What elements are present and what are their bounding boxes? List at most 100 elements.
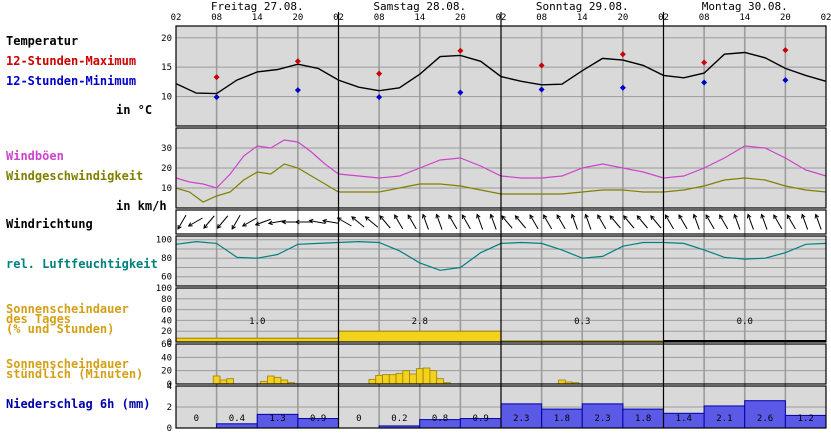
wind-arrow-head: [476, 213, 481, 219]
sunshine-hourly-bar: [409, 373, 417, 385]
wind-arrow-shaft: [501, 215, 513, 229]
wind-arrow-shaft: [786, 214, 796, 230]
wind-arrow: [294, 219, 312, 225]
wind-arrow-head: [678, 214, 683, 220]
wind-arrow-head: [570, 213, 576, 219]
wind-arrow: [597, 214, 607, 230]
sunshine-hourly-label-1: Sonnenscheindauer: [6, 357, 129, 371]
wind-arrow-shaft: [351, 216, 365, 228]
wind-arrow-head: [177, 224, 182, 230]
wind-arrow: [364, 216, 379, 228]
max12-marker: [538, 62, 545, 69]
y-tick-label: 2: [167, 403, 172, 413]
max12-marker: [376, 70, 383, 77]
wind-arrow: [407, 214, 417, 230]
day-label: Freitag 27.08.: [211, 0, 304, 13]
wind-arrow-head: [664, 214, 670, 220]
wind-arrow: [231, 214, 241, 230]
sunshine-daily-label-1: Sonnenscheindauer: [6, 302, 129, 316]
wind-arrow: [177, 214, 187, 230]
min12-marker: [619, 84, 626, 91]
wind-arrow-shaft: [476, 214, 484, 230]
wind-speed-line: [175, 163, 827, 203]
wind-arrow-head: [801, 213, 806, 219]
y-tick-label: 10: [161, 93, 172, 103]
wind-arrow-shaft: [556, 214, 566, 230]
wind-arrow-head: [543, 214, 548, 220]
sunshine-daily-value: 0.3: [574, 317, 590, 327]
min12-marker: [294, 87, 301, 94]
hour-tick-label: 14: [252, 13, 263, 23]
wind-arrow-shaft: [815, 214, 822, 230]
wind-arrow-shaft: [322, 220, 339, 224]
min12-marker: [538, 86, 545, 93]
hour-tick-label: 20: [455, 13, 466, 23]
celsius-unit-label: in °C: [116, 103, 153, 117]
y-tick-label: 0: [167, 338, 172, 348]
wind-arrow-shaft: [188, 217, 203, 227]
wind-arrow-shaft: [719, 214, 729, 230]
wind-arrow-head: [814, 213, 820, 219]
wind-arrow-head: [281, 219, 287, 225]
wind-arrow-shaft: [747, 214, 754, 230]
panel-border: [175, 287, 827, 343]
hour-tick-label: 08: [211, 13, 222, 23]
y-tick-label: 60: [161, 340, 172, 350]
wind-arrow: [394, 214, 404, 230]
wind-arrow-shaft: [407, 214, 417, 230]
wind-arrow-head: [501, 215, 506, 220]
wind-arrow-shaft: [177, 214, 187, 230]
wind-arrow-head: [394, 214, 399, 220]
wind-arrow-shaft: [337, 217, 352, 227]
wind-arrow: [773, 214, 783, 230]
y-tick-label: 15: [161, 63, 172, 73]
min12-label: 12-Stunden-Minimum: [6, 74, 137, 88]
precipitation-value: 0: [356, 414, 361, 424]
min12-marker: [376, 94, 383, 101]
wind-arrow-shaft: [585, 214, 592, 230]
sunshine-hourly-bar: [375, 374, 383, 385]
wind-arrow-shaft: [623, 215, 635, 229]
wind-arrow: [501, 215, 513, 229]
wind-arrow: [705, 214, 715, 230]
day-label: Samstag 28.08.: [373, 0, 466, 13]
wind-arrow-shaft: [309, 220, 326, 224]
wind-arrow-shaft: [636, 215, 648, 229]
sunshine-hourly-bar: [273, 376, 282, 385]
wind-arrow-head: [733, 213, 738, 219]
wind-arrow-head: [448, 214, 453, 220]
precipitation-value: 1.2: [798, 414, 814, 424]
panel-border: [175, 25, 827, 127]
precipitation-value: 2.3: [513, 414, 529, 424]
wind-arrow: [187, 217, 203, 227]
temperature-label: Temperatur: [6, 34, 79, 48]
wind-arrow-shaft: [365, 216, 379, 228]
wind-arrow-head: [254, 221, 260, 226]
wind-arrow-head: [760, 213, 765, 219]
wind-arrow-shaft: [678, 214, 688, 230]
wind-arrow: [514, 215, 527, 229]
wind-arrow: [692, 213, 700, 230]
wind-arrow: [746, 213, 754, 230]
wind-arrow-head: [623, 215, 628, 220]
min12-marker: [782, 77, 789, 84]
sunshine-daily-label-3: (% und Stunden): [6, 322, 115, 336]
wind-arrow-shaft: [801, 214, 809, 230]
sunshine-hourly-bar: [280, 379, 289, 385]
wind-arrow-head: [308, 218, 314, 224]
wind-arrow: [216, 215, 229, 229]
max12-marker: [457, 47, 464, 54]
max12-label: 12-Stunden-Maximum: [6, 54, 137, 68]
wind-arrow-head: [322, 218, 328, 224]
wind-arrow-head: [187, 222, 193, 227]
min12-marker: [213, 94, 220, 101]
y-tick-label: 20: [161, 34, 172, 44]
wind-arrow-head: [597, 214, 602, 220]
precipitation-label: Niederschlag 6h (mm): [6, 397, 151, 411]
wind-arrow-head: [351, 216, 356, 221]
wind-arrow-shaft: [665, 214, 674, 230]
wind-arrow: [814, 213, 822, 230]
y-tick-label: 80: [161, 254, 172, 264]
day-label: Sonntag 29.08.: [536, 0, 629, 13]
